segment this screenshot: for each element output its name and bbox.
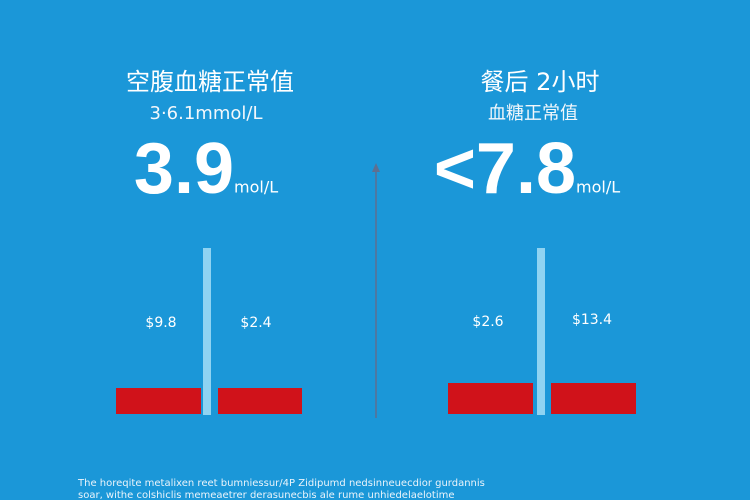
red-bar bbox=[218, 388, 302, 414]
panel-title: 餐后 2小时 bbox=[481, 68, 600, 96]
divider-bar bbox=[203, 248, 211, 415]
bar-label: $2.4 bbox=[240, 315, 271, 331]
red-bar bbox=[116, 388, 201, 414]
bar-label: $9.8 bbox=[145, 315, 176, 331]
red-bar bbox=[551, 383, 636, 414]
value-unit: mol/L bbox=[234, 178, 278, 197]
big-value: 3.9 bbox=[134, 129, 234, 209]
value-unit: mol/L bbox=[576, 178, 620, 197]
postmeal-panel: 餐后 2小时 血糖正常值 <7.8 mol/L $2.6 $13.4 bbox=[434, 68, 636, 415]
bar-label: $13.4 bbox=[572, 312, 612, 328]
fasting-panel: 空腹血糖正常值 3·6.1mmol/L 3.9 mol/L $9.8 $2.4 bbox=[116, 68, 302, 415]
panel-subtitle: 3·6.1mmol/L bbox=[150, 103, 263, 124]
big-value: <7.8 bbox=[434, 129, 576, 209]
panel-subtitle: 血糖正常值 bbox=[488, 103, 578, 124]
bar-label: $2.6 bbox=[472, 314, 503, 330]
panel-title: 空腹血糖正常值 bbox=[126, 68, 294, 96]
footer-line: soar, withe colshiclis memeaetrer derasu… bbox=[78, 490, 455, 500]
divider-bar bbox=[537, 248, 545, 415]
arrow-head bbox=[372, 163, 380, 172]
footer-line: The horeqite metalixen reet bumniessur/4… bbox=[77, 478, 485, 489]
red-bar bbox=[448, 383, 533, 414]
